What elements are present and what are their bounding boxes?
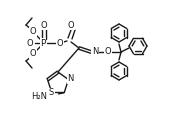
Text: O: O	[41, 20, 47, 30]
Text: O: O	[30, 50, 36, 58]
Text: O: O	[68, 20, 74, 30]
Text: O: O	[57, 38, 63, 48]
Text: O: O	[105, 48, 111, 56]
Text: N: N	[92, 48, 98, 56]
Text: O: O	[27, 38, 33, 48]
Text: P: P	[40, 38, 46, 48]
Text: O: O	[30, 28, 36, 36]
Text: N: N	[67, 74, 74, 83]
Text: S: S	[49, 88, 54, 97]
Text: H₂N: H₂N	[32, 92, 48, 101]
